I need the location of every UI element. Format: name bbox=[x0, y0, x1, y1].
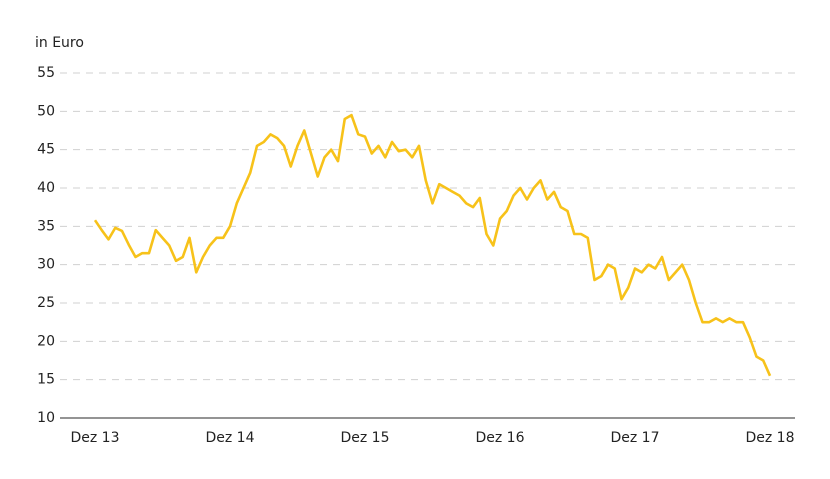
x-tick-label: Dez 16 bbox=[475, 430, 524, 446]
y-tick-label: 35 bbox=[37, 218, 55, 234]
y-tick-label: 55 bbox=[37, 65, 55, 81]
price-line bbox=[93, 113, 772, 377]
x-tick-label: Dez 17 bbox=[610, 430, 659, 446]
y-tick-label: 40 bbox=[37, 180, 55, 196]
y-tick-label: 50 bbox=[37, 103, 55, 119]
x-tick-label: Dez 13 bbox=[70, 430, 119, 446]
y-tick-label: 20 bbox=[37, 333, 55, 349]
y-axis-label: in Euro bbox=[35, 35, 84, 51]
x-tick-label: Dez 15 bbox=[340, 430, 389, 446]
y-tick-label: 10 bbox=[37, 410, 55, 426]
x-tick-label: Dez 18 bbox=[745, 430, 794, 446]
y-tick-label: 45 bbox=[37, 142, 55, 158]
y-tick-label: 30 bbox=[37, 257, 55, 273]
y-tick-label: 15 bbox=[37, 372, 55, 388]
x-tick-label: Dez 14 bbox=[205, 430, 254, 446]
y-tick-label: 25 bbox=[37, 295, 55, 311]
